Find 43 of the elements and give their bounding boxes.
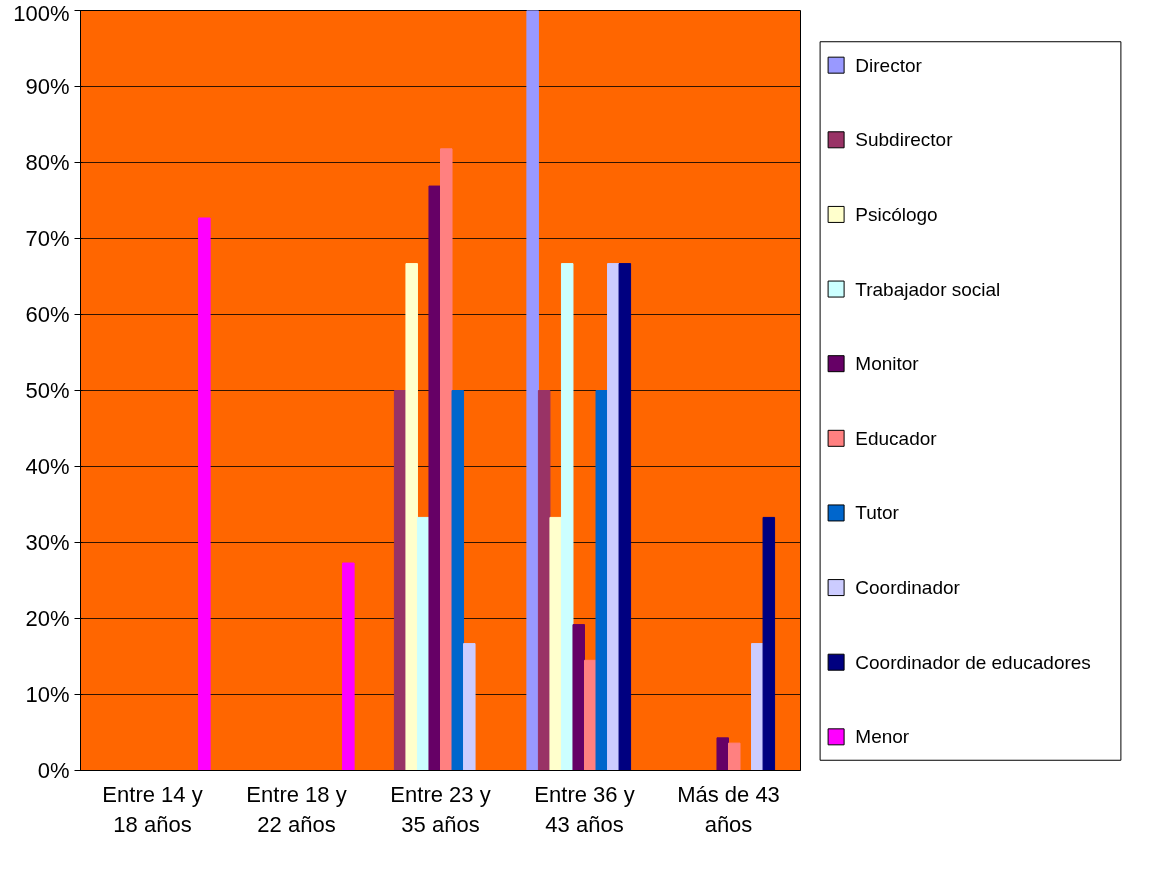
y-tick-label: 90% — [25, 74, 70, 99]
bar — [560, 263, 574, 771]
legend-label: Educador — [855, 427, 938, 449]
bar — [572, 624, 585, 771]
bar — [463, 643, 476, 771]
bar — [428, 185, 441, 771]
legend-label: Coordinador de educadores — [855, 651, 1091, 673]
y-tick-label: 80% — [25, 150, 70, 175]
bar — [762, 516, 776, 771]
legend-label: Tutor — [855, 502, 900, 524]
bar — [618, 263, 632, 771]
y-tick-label: 100% — [13, 0, 70, 26]
bar — [728, 742, 741, 771]
y-tick-label: 10% — [25, 682, 70, 707]
legend-label: Monitor — [855, 353, 920, 375]
x-tick-label: Entre 36 y 43 años — [534, 781, 635, 837]
y-tick-label: 60% — [25, 302, 70, 327]
bar — [405, 263, 418, 771]
y-tick-label: 50% — [25, 378, 70, 403]
legend-label: Menor — [855, 726, 910, 748]
x-tick-label: Entre 23 y 35 años — [390, 781, 491, 837]
y-tick-label: 20% — [25, 606, 70, 631]
x-tick-label: Entre 14 y 18 años — [102, 781, 203, 837]
legend-label: Trabajador social — [855, 278, 1001, 300]
legend-label: Subdirector — [855, 129, 954, 151]
bar — [198, 217, 211, 771]
legend-label: Psicólogo — [855, 203, 938, 225]
bar — [549, 516, 562, 771]
y-tick-label: 70% — [25, 226, 70, 251]
bar — [595, 390, 609, 771]
legend-label: Director — [855, 54, 923, 76]
legend-label: Coordinador — [855, 577, 961, 599]
y-tick-label: 0% — [37, 758, 70, 783]
bar — [342, 562, 355, 771]
bar — [537, 390, 551, 771]
x-tick-label: Entre 18 y 22 años — [246, 781, 347, 837]
y-tick-label: 30% — [25, 530, 70, 555]
bar — [526, 10, 539, 771]
bar — [451, 390, 465, 771]
y-tick-label: 40% — [25, 454, 70, 479]
bar — [440, 148, 453, 771]
x-tick-label: Más de 43 años — [677, 781, 780, 837]
bar — [716, 737, 729, 771]
